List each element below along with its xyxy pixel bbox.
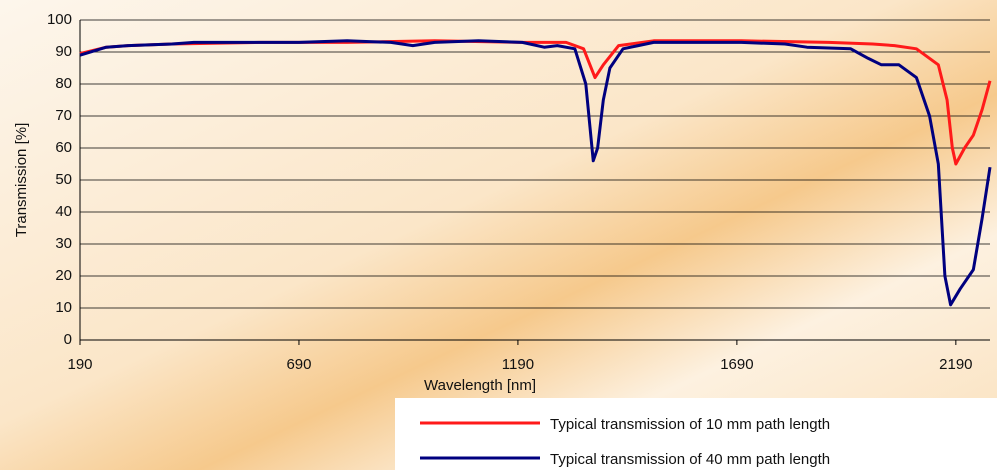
y-tick-label: 20 [55, 267, 72, 284]
y-tick-label: 40 [55, 203, 72, 220]
y-tick-label: 80 [55, 75, 72, 92]
legend-label: Typical transmission of 10 mm path lengt… [550, 416, 830, 433]
x-tick-label: 1190 [502, 356, 534, 373]
y-tick-label: 0 [64, 331, 72, 348]
y-tick-label: 90 [55, 43, 72, 60]
x-tick-label: 690 [286, 356, 311, 373]
y-tick-label: 10 [55, 299, 72, 316]
series-line [79, 39, 992, 307]
legend-label: Typical transmission of 40 mm path lengt… [550, 451, 830, 468]
x-tick-label: 2190 [939, 356, 972, 373]
y-tick-label: 60 [55, 139, 72, 156]
y-tick-label: 50 [55, 171, 72, 188]
y-axis-label: Transmission [%] [13, 123, 30, 237]
y-tick-label: 100 [47, 11, 72, 28]
y-tick-label: 30 [55, 235, 72, 252]
x-axis-label: Wavelength [nm] [424, 377, 536, 394]
y-tick-label: 70 [55, 107, 72, 124]
x-tick-label: 190 [67, 356, 92, 373]
x-tick-label: 1690 [720, 356, 753, 373]
